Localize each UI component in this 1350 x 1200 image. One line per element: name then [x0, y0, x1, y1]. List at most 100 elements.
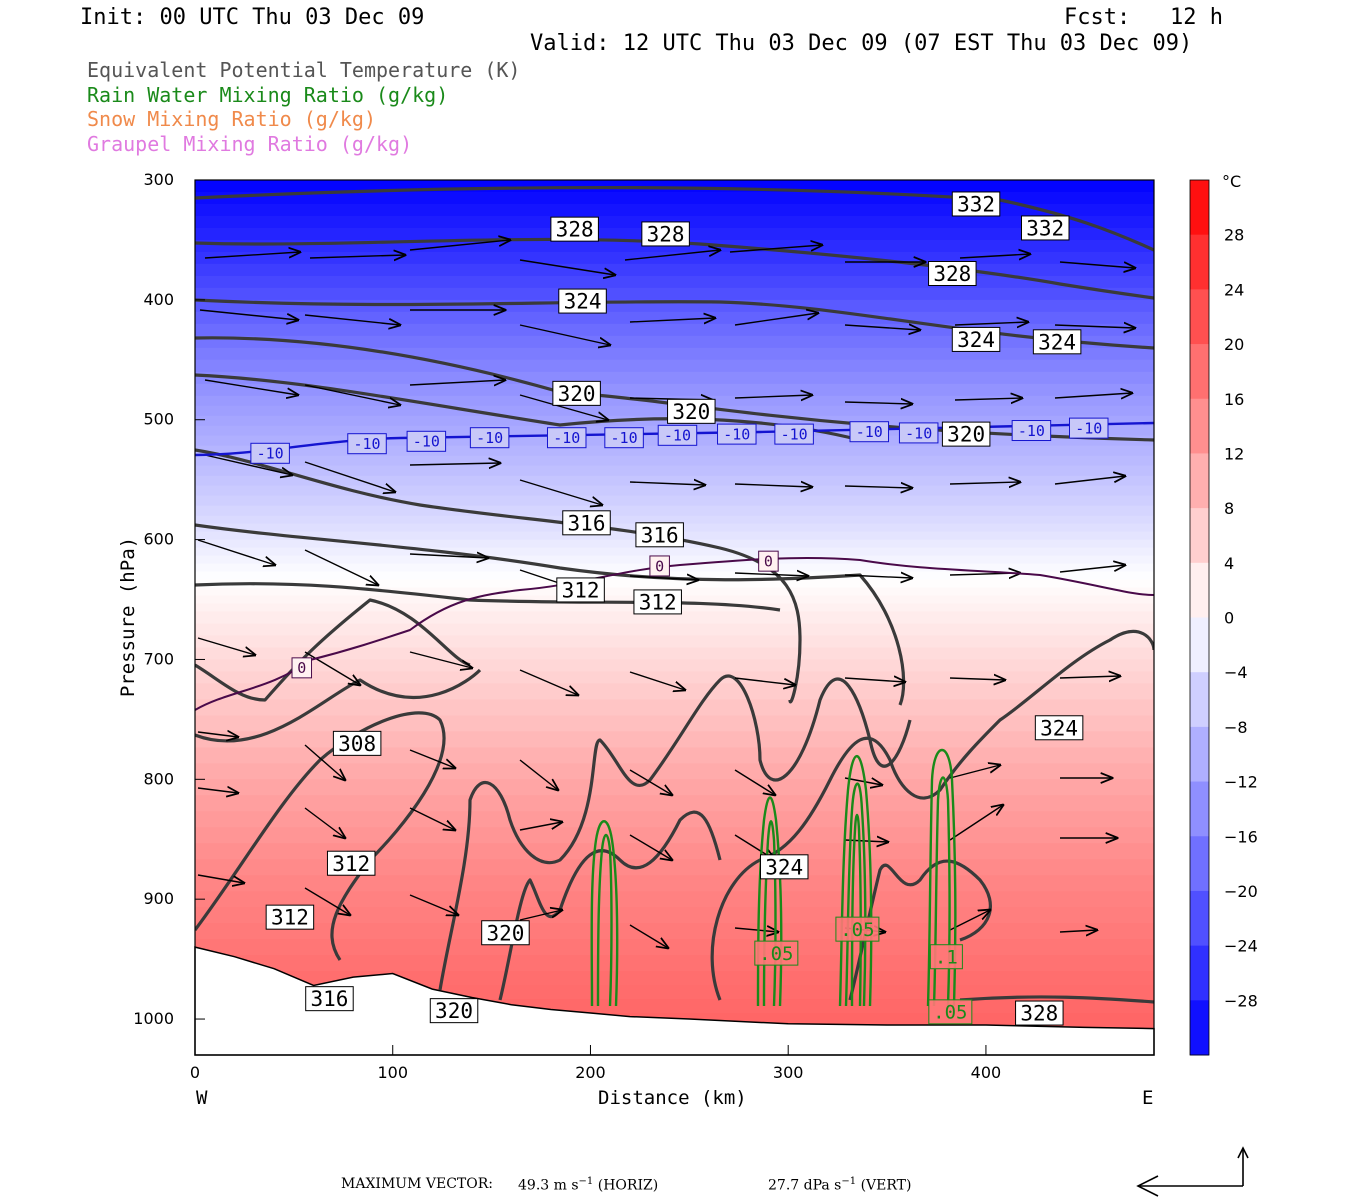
theta-e-label: 324: [1038, 330, 1076, 354]
temperature-band: [195, 811, 1154, 828]
rain-label: .1: [935, 947, 958, 969]
theta-e-label-box: [1034, 715, 1084, 741]
theta-e-label: 332: [957, 193, 995, 217]
colorbar-segment: [1190, 234, 1209, 290]
terrain-mask: [194, 946, 1155, 1056]
theta-e-label-box: [928, 260, 977, 286]
isotherm-label: 0: [297, 659, 306, 677]
rain-label: .05: [759, 943, 793, 965]
temperature-band: [195, 515, 1154, 525]
temperature-band: [195, 699, 1154, 716]
colorbar-tick-label: 8: [1224, 499, 1234, 518]
x-tick-label: 400: [971, 1063, 1002, 1082]
temperature-band: [195, 579, 1154, 589]
temperature-band: [195, 955, 1154, 972]
temperature-band: [195, 859, 1154, 876]
theta-e-label: 312: [562, 578, 600, 602]
max-vertical-vector: 27.7 dPa s−1 (VERT): [768, 1176, 911, 1194]
rain-contour: [756, 796, 783, 1007]
isotherm-label-box: [898, 422, 939, 444]
y-tick-label: 1000: [133, 1009, 174, 1028]
temperature-band: [195, 671, 1154, 685]
isotherm-label: -10: [723, 426, 750, 444]
theta-e-label-box: [951, 191, 1001, 217]
colorbar-segment: [1190, 562, 1209, 618]
east-label: E: [1142, 1087, 1153, 1109]
temperature-band: [195, 383, 1154, 397]
temperature-band: [195, 647, 1154, 661]
isotherm-label: -10: [553, 429, 580, 447]
colorbar-segment: [1190, 945, 1209, 1001]
theta-e-label: 320: [672, 400, 710, 424]
temperature-band: [195, 547, 1154, 557]
isotherm-label: -10: [781, 426, 808, 444]
x-tick-label: 200: [575, 1063, 606, 1082]
isotherm-label: -10: [257, 445, 284, 463]
theta-e-label-box: [332, 730, 382, 756]
y-tick-label: 300: [143, 170, 174, 189]
isotherm-label-box: [657, 424, 698, 446]
legend-theta-e: Equivalent Potential Temperature (K): [87, 58, 521, 82]
theta-e-label-box: [305, 986, 354, 1012]
colorbar-tick-label: 28: [1224, 226, 1244, 245]
theta-e-label: 332: [1026, 217, 1064, 241]
temperature-band: [195, 455, 1154, 467]
temperature-band: [195, 359, 1154, 373]
isotherm-label-box: [649, 555, 670, 577]
rain-contour: [838, 754, 873, 1007]
theta-e-label: 328: [647, 222, 685, 246]
isotherm-label: -10: [1075, 420, 1102, 438]
isotherm-zero: [195, 556, 1154, 711]
temperature-band: [195, 907, 1154, 924]
colorbar: 28 24 20 16 12 8 4 0 −4 −8 −12 −16 −20 −24 −28: [1189, 179, 1258, 1056]
colorbar-tick-label: 4: [1224, 554, 1234, 573]
colorbar-segment: [1190, 180, 1209, 236]
temperature-band: [195, 939, 1154, 956]
y-tick-label: 700: [143, 649, 174, 668]
theta-e-label: 316: [568, 511, 606, 535]
theta-e-label-box: [635, 522, 684, 548]
theta-e-label-box: [265, 904, 315, 930]
rain-contour: [926, 748, 957, 1007]
rain-contour: [596, 833, 613, 1007]
temperature-band: [195, 347, 1154, 361]
theta-e-label-box: [633, 589, 682, 615]
isotherm-label-box: [758, 550, 779, 572]
theta-e-label-box: [550, 216, 599, 242]
theta-e-label: 328: [556, 218, 594, 242]
horiz-value: 49.3 m s: [518, 1177, 579, 1194]
temperature-band: [195, 287, 1154, 301]
isotherm-label: -10: [353, 435, 380, 453]
isotherm-label-box: [406, 430, 447, 452]
temperature-band: [195, 715, 1154, 732]
plot-frame: [194, 179, 1155, 1056]
colorbar-segment: [1190, 1000, 1209, 1056]
colorbar-segment: [1190, 726, 1209, 783]
isotherm-label-box: [849, 421, 890, 443]
colorbar-tick-label: −20: [1224, 882, 1258, 901]
theta-e-contour: [959, 995, 1154, 1004]
vert-tag: (VERT): [860, 1177, 912, 1194]
temperature-band: [195, 827, 1154, 844]
theta-e-label: 328: [933, 262, 971, 286]
max-vector-label: MAXIMUM VECTOR:: [341, 1176, 493, 1192]
isotherm-label: -10: [905, 424, 932, 442]
colorbar-segment: [1190, 617, 1209, 673]
temperature-band: [195, 891, 1154, 908]
max-horizontal-vector: 49.3 m s−1 (HORIZ): [518, 1176, 658, 1194]
y-tick-label: 800: [143, 769, 174, 788]
colorbar-tick-label: −28: [1224, 991, 1258, 1010]
isotherm-label-box: [717, 423, 757, 445]
isotherm-label-box: [1068, 417, 1109, 439]
isotherm-label-box: [604, 427, 644, 449]
temperature-band: [195, 445, 1154, 457]
y-tick-label: 600: [143, 530, 174, 549]
temperature-band: [195, 731, 1154, 748]
temperature-band: [195, 495, 1154, 507]
colorbar-segment: [1190, 289, 1209, 345]
y-axis: 300 400 500 600 700 800 900 1000: [133, 170, 205, 1028]
colorbar-segment: [1190, 672, 1209, 728]
horiz-tag: (HORIZ): [597, 1177, 659, 1194]
temperature-band: [195, 635, 1154, 649]
